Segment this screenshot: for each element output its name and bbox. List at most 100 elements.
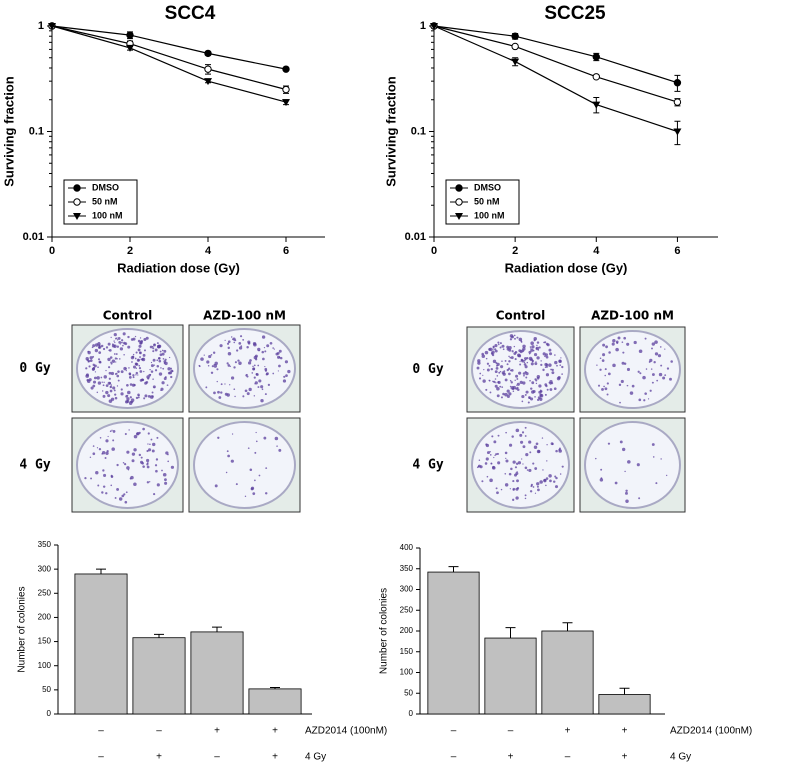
colony	[135, 351, 138, 354]
colony	[96, 391, 99, 394]
colony	[514, 466, 518, 469]
colony	[240, 345, 243, 347]
colony	[210, 371, 214, 375]
colony	[489, 450, 491, 453]
colony	[526, 469, 529, 471]
colony	[114, 357, 118, 360]
colony	[92, 355, 95, 358]
colony	[499, 346, 502, 349]
colony	[126, 450, 130, 454]
marker	[592, 73, 600, 81]
colony	[497, 461, 501, 465]
colony	[535, 347, 538, 350]
series-line	[433, 25, 678, 84]
colony	[629, 391, 634, 395]
colony	[102, 394, 106, 398]
colony	[536, 356, 540, 360]
colony	[101, 452, 104, 455]
colony	[246, 346, 249, 349]
colony	[496, 364, 498, 367]
colony	[85, 367, 88, 370]
colony	[536, 374, 541, 379]
colony	[147, 377, 150, 380]
colony	[489, 478, 493, 483]
colony	[101, 381, 103, 383]
colony	[92, 452, 96, 456]
colony	[626, 384, 629, 387]
colony	[538, 390, 542, 394]
colony	[619, 440, 623, 444]
colony	[130, 475, 134, 480]
colony	[615, 340, 619, 344]
colony	[652, 456, 655, 458]
colony	[662, 376, 666, 380]
colony	[660, 364, 663, 367]
colony	[483, 369, 485, 371]
colony	[530, 485, 533, 488]
colony	[277, 355, 281, 359]
colony	[145, 336, 149, 340]
condition-sign: +	[156, 752, 162, 763]
colony	[128, 367, 130, 369]
colony	[619, 401, 621, 404]
colony	[514, 337, 516, 340]
y-tick-label: 200	[38, 613, 52, 622]
colony	[85, 357, 89, 361]
colony	[545, 373, 550, 377]
y-axis-label: Surviving fraction	[383, 76, 398, 187]
colony	[263, 436, 267, 440]
colony	[615, 347, 619, 352]
colony	[96, 376, 100, 380]
colony	[545, 365, 549, 368]
colony	[556, 364, 558, 367]
error-bar	[154, 633, 164, 638]
colony	[220, 391, 223, 394]
colony	[254, 451, 257, 454]
colony	[156, 359, 159, 362]
colony	[485, 357, 488, 360]
colony	[252, 365, 254, 368]
colony	[138, 453, 142, 457]
colony	[141, 461, 144, 465]
colony	[146, 449, 149, 453]
colony	[536, 482, 540, 486]
colony	[265, 467, 268, 470]
colony	[278, 448, 282, 452]
colony	[522, 463, 524, 465]
colony	[504, 359, 507, 362]
colony	[510, 356, 514, 360]
colony	[147, 432, 150, 435]
colony	[596, 364, 598, 366]
colony	[230, 459, 234, 463]
colony	[490, 462, 492, 464]
colony	[658, 372, 663, 377]
colony	[110, 384, 113, 386]
colony	[126, 397, 130, 401]
colony	[551, 443, 554, 446]
error-bar	[505, 627, 516, 639]
colony	[537, 396, 541, 400]
marker	[592, 53, 600, 61]
colony	[110, 336, 112, 339]
colony	[649, 389, 652, 392]
bar	[484, 637, 537, 715]
colony	[117, 370, 120, 373]
colony	[509, 356, 512, 359]
colony	[484, 462, 488, 465]
error-bar	[619, 687, 630, 695]
colony	[273, 348, 275, 350]
condition-label: 4 Gy	[305, 752, 326, 763]
colony	[264, 393, 267, 396]
colony	[250, 487, 254, 491]
colony	[242, 395, 245, 398]
colony	[133, 434, 138, 439]
colony	[170, 369, 174, 373]
colony	[608, 351, 611, 354]
colony	[139, 351, 142, 355]
colony	[170, 465, 175, 469]
condition-sign: –	[214, 752, 220, 763]
colony	[493, 440, 497, 444]
colony	[524, 393, 527, 396]
colony	[112, 343, 114, 346]
row-label: 0 Gy	[19, 361, 50, 376]
